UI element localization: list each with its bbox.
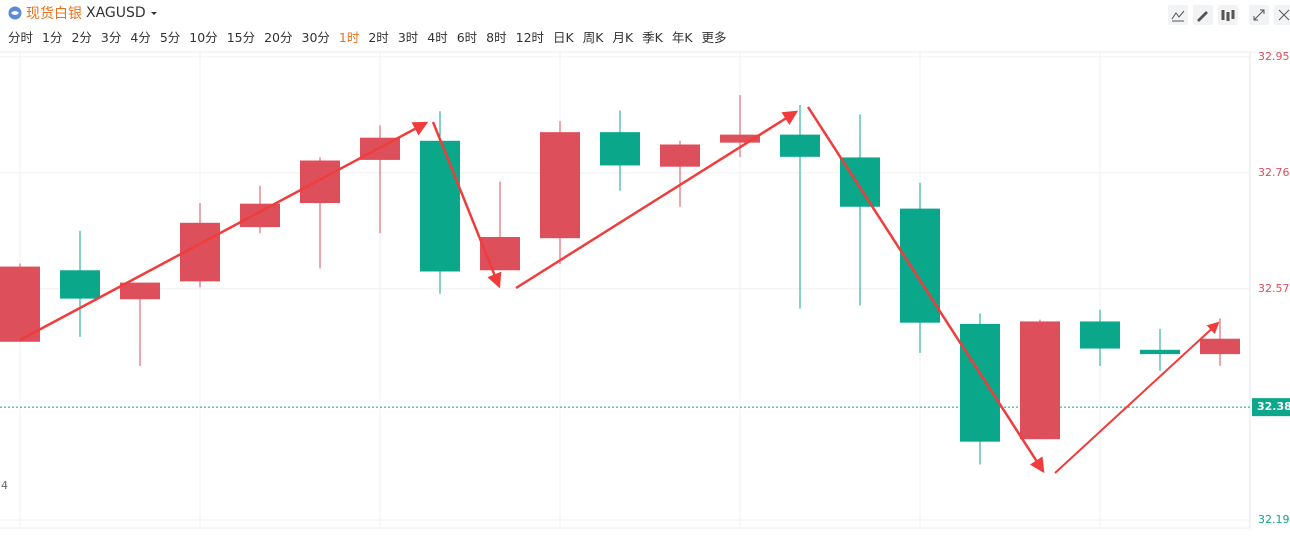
y-tick-label: 32.199 — [1258, 513, 1290, 526]
period-tab[interactable]: 5分 — [159, 30, 181, 45]
period-tab[interactable]: 6时 — [456, 30, 478, 45]
candle-body — [1080, 321, 1120, 349]
candle-body — [480, 236, 520, 271]
candle-body — [720, 134, 760, 143]
symbol-selector[interactable]: 现货白银 XAGUSD — [8, 3, 158, 23]
candle-body — [540, 132, 580, 239]
drawn-arrows — [19, 106, 1220, 474]
toolbar: 现货白银 XAGUSD 分时 1分 2分 3分 4分 5分 10分 15分 20分 30分 1时 2时… — [0, 0, 1290, 50]
period-tab[interactable]: 4分 — [130, 30, 151, 45]
y-tick-label: 32.762 — [1258, 166, 1290, 179]
candle-body — [1140, 349, 1180, 355]
candle-body — [420, 140, 460, 272]
tool-icons — [1168, 5, 1290, 25]
period-tab[interactable]: 更多 — [701, 30, 727, 45]
candle-body — [120, 282, 160, 300]
symbol-icon — [8, 6, 22, 20]
symbol-code: XAGUSD — [86, 5, 146, 21]
period-tab[interactable]: 月K — [612, 30, 634, 45]
period-tab[interactable]: 2分 — [71, 30, 92, 45]
candle-body — [1020, 321, 1060, 440]
y-tick-label: 32.950 — [1258, 50, 1290, 63]
period-tab[interactable]: 年K — [671, 30, 693, 45]
period-tab[interactable]: 4时 — [427, 30, 448, 45]
period-tab[interactable]: 日K — [553, 30, 574, 45]
side-label: 74 — [0, 479, 8, 492]
arrow — [431, 121, 502, 289]
period-tab[interactable]: 3时 — [397, 30, 419, 45]
period-tab[interactable]: 1时 — [338, 30, 360, 45]
candle-body — [780, 134, 820, 157]
arrow — [19, 121, 429, 342]
arrow — [806, 106, 1045, 474]
arrow — [515, 110, 799, 290]
period-tab[interactable]: 10分 — [189, 30, 218, 45]
y-tick-label: 32.574 — [1258, 282, 1290, 295]
period-tab[interactable]: 1分 — [42, 30, 63, 45]
last-price-label: 32.382 — [1257, 400, 1290, 413]
period-tab[interactable]: 2时 — [368, 30, 389, 45]
period-tab[interactable]: 8时 — [486, 30, 507, 45]
caret — [150, 12, 157, 15]
period-tab[interactable]: 30分 — [301, 30, 330, 45]
symbol-name: 现货白银 — [26, 6, 82, 22]
period-tab[interactable]: 季K — [642, 30, 663, 45]
candle-body — [660, 144, 700, 167]
candle-body — [960, 323, 1000, 442]
period-tab[interactable]: 12时 — [515, 30, 545, 45]
candle-body — [900, 208, 940, 323]
last-price-box — [1252, 398, 1290, 417]
period-tab[interactable]: 3分 — [100, 30, 122, 45]
candle-body — [240, 203, 280, 228]
candle-body — [600, 132, 640, 166]
candle-body — [180, 222, 220, 282]
candle-body — [840, 157, 880, 207]
period-tab[interactable]: 分时 — [8, 30, 34, 45]
period-tab[interactable]: 20分 — [264, 30, 293, 45]
v-grid — [19, 52, 1101, 528]
tool-button[interactable] — [1274, 5, 1290, 25]
candle-body — [60, 270, 100, 299]
period-tab[interactable]: 周K — [582, 30, 604, 45]
arrow — [1054, 321, 1220, 474]
candle-body — [300, 160, 340, 204]
candle-body — [1200, 338, 1240, 355]
candle-body — [360, 137, 400, 160]
period-tab[interactable]: 15分 — [226, 30, 256, 45]
candle-body — [0, 266, 40, 342]
period-bar: 分时 1分 2分 3分 4分 5分 10分 15分 20分 30分 1时 2时 3时 4时 6时 8时 12时日… — [8, 27, 727, 46]
